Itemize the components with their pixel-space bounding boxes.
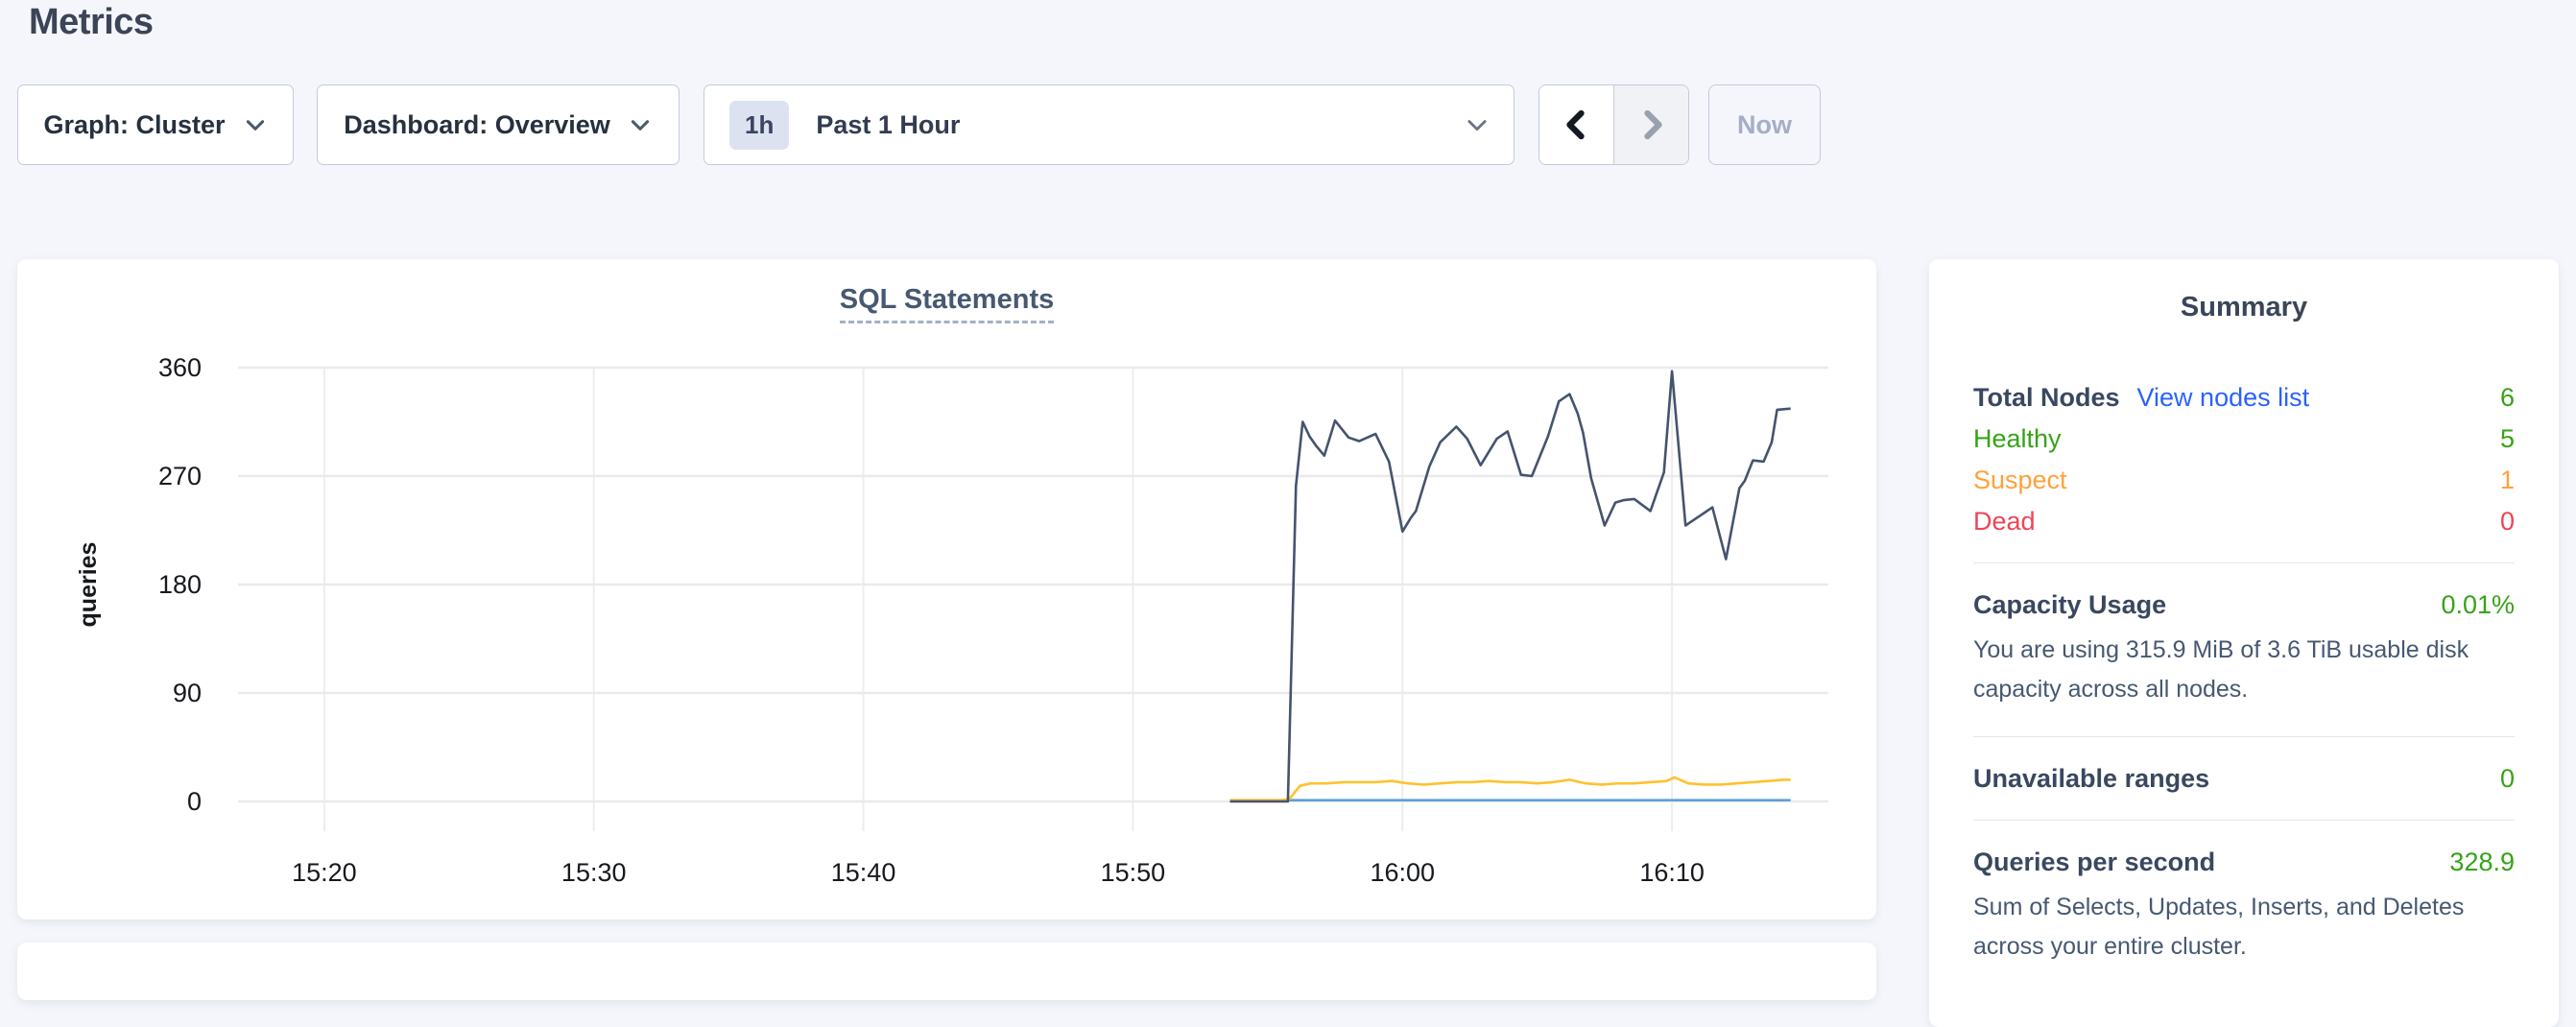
total-nodes-row: Total Nodes View nodes list 6: [1973, 383, 2515, 412]
x-tick-label: 16:10: [1639, 858, 1705, 887]
sql-statements-chart-card: SQL Statements 15:20 15:30 15:40 15:50 16:00…: [17, 259, 1876, 920]
suspect-label: Suspect: [1973, 466, 2067, 494]
divider: [1973, 562, 2515, 563]
chevron-right-icon: [1634, 107, 1669, 142]
y-tick-label: 90: [173, 679, 202, 707]
next-chart-card-partial: [17, 943, 1876, 1000]
time-next-button[interactable]: [1613, 85, 1688, 164]
queries-per-second-description: Sum of Selects, Updates, Inserts, and De…: [1973, 894, 2465, 960]
divider: [1973, 736, 2515, 737]
time-window-selector[interactable]: 1h Past 1 Hour: [704, 84, 1515, 165]
unavailable-ranges-row: Unavailable ranges 0: [1973, 764, 2515, 793]
suspect-nodes-row: Suspect 1: [1973, 466, 2515, 494]
total-nodes-label: Total Nodes: [1973, 383, 2120, 412]
healthy-nodes-row: Healthy 5: [1973, 424, 2515, 453]
summary-title: Summary: [2180, 292, 2308, 322]
capacity-usage-description: You are using 315.9 MiB of 3.6 TiB usabl…: [1973, 636, 2469, 703]
dead-value: 0: [2499, 507, 2515, 536]
time-window-label: Past 1 Hour: [816, 109, 961, 139]
healthy-label: Healthy: [1973, 424, 2062, 453]
now-button[interactable]: Now: [1708, 84, 1821, 165]
dead-label: Dead: [1973, 507, 2036, 536]
metrics-toolbar: Graph: Cluster Dashboard: Overview 1h Pa…: [17, 84, 1821, 165]
suspect-value: 1: [2499, 466, 2515, 494]
chart-title[interactable]: SQL Statements: [839, 284, 1055, 323]
total-nodes-value: 6: [2499, 383, 2515, 412]
queries-per-second-value: 328.9: [2449, 848, 2515, 876]
y-tick-label: 180: [158, 570, 202, 599]
y-tick-label: 0: [187, 787, 202, 816]
x-tick-label: 15:40: [831, 858, 896, 887]
x-tick-label: 15:50: [1101, 858, 1166, 887]
chevron-left-icon: [1560, 107, 1594, 142]
chevron-down-icon: [243, 112, 268, 137]
view-nodes-list-link[interactable]: View nodes list: [2136, 383, 2310, 412]
chart-title-row: SQL Statements: [17, 284, 1876, 323]
summary-panel: Summary Total Nodes View nodes list 6 He…: [1929, 259, 2559, 1027]
x-tick-label: 16:00: [1370, 858, 1435, 887]
healthy-value: 5: [2499, 424, 2515, 453]
divider: [1973, 820, 2515, 821]
series-line-yellow: [1229, 776, 1791, 802]
graph-dropdown-label: Graph: Cluster: [43, 109, 226, 139]
x-tick-label: 15:30: [561, 858, 627, 887]
graph-dropdown[interactable]: Graph: Cluster: [17, 84, 294, 165]
queries-per-second-label: Queries per second: [1973, 848, 2216, 876]
dead-nodes-row: Dead 0: [1973, 507, 2515, 536]
capacity-usage-label: Capacity Usage: [1973, 590, 2167, 619]
series-line-navy: [1229, 370, 1791, 803]
sql-statements-chart[interactable]: 15:20 15:30 15:40 15:50 16:00 16:10 0 90 180 270 3…: [17, 259, 1876, 920]
unavailable-ranges-label: Unavailable ranges: [1973, 764, 2210, 793]
y-tick-label: 270: [158, 462, 202, 490]
time-prev-button[interactable]: [1539, 85, 1613, 164]
page-title: Metrics: [29, 2, 154, 42]
y-tick-label: 360: [158, 353, 202, 382]
capacity-usage-value: 0.01%: [2441, 590, 2515, 619]
unavailable-ranges-value: 0: [2499, 764, 2515, 793]
queries-per-second-row: Queries per second 328.9: [1973, 848, 2515, 876]
chevron-down-icon: [1464, 111, 1491, 138]
time-window-badge: 1h: [729, 100, 790, 150]
capacity-usage-row: Capacity Usage 0.01%: [1973, 590, 2515, 619]
dashboard-dropdown-label: Dashboard: Overview: [344, 109, 610, 139]
y-axis-label: queries: [75, 542, 102, 628]
chevron-down-icon: [628, 112, 653, 137]
x-tick-label: 15:20: [292, 858, 357, 887]
dashboard-dropdown[interactable]: Dashboard: Overview: [317, 84, 680, 165]
time-pager: [1538, 84, 1689, 165]
